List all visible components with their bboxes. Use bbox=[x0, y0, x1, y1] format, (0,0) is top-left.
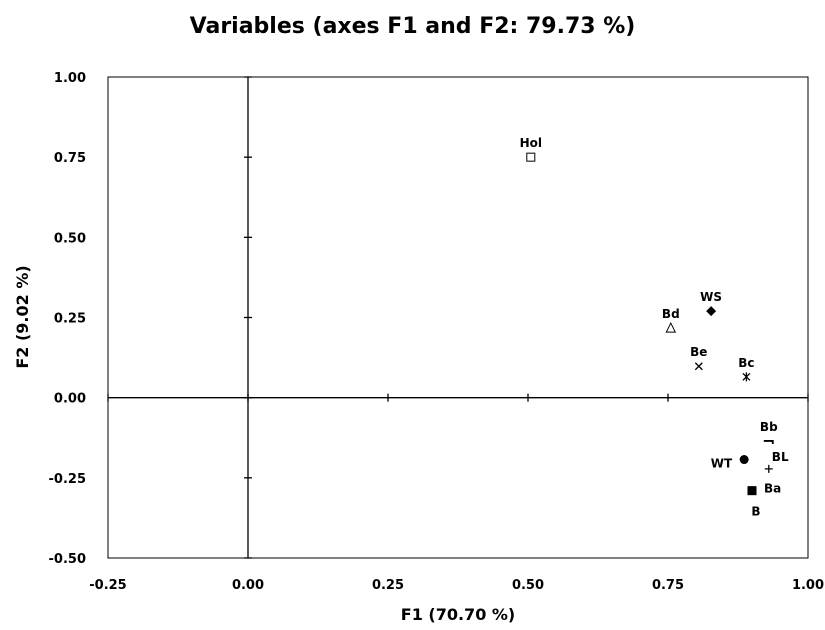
x-tick-label: 0.50 bbox=[512, 578, 544, 593]
x-tick-label: 0.00 bbox=[232, 578, 264, 593]
point-be-marker bbox=[694, 362, 703, 371]
y-axis-title: F2 (9.02 %) bbox=[13, 265, 32, 368]
point-be: Be bbox=[690, 345, 707, 371]
y-tick-label: -0.50 bbox=[49, 552, 86, 567]
y-tick-label: 0.25 bbox=[54, 312, 86, 327]
x-tick-label: 0.75 bbox=[652, 578, 684, 593]
x-tick-label: 0.25 bbox=[372, 578, 404, 593]
point-bd: Bd bbox=[662, 307, 680, 333]
point-label-wt: WT bbox=[711, 457, 733, 471]
y-tick-label: 1.00 bbox=[54, 71, 86, 86]
point-bb-marker bbox=[763, 440, 774, 444]
y-tick-label: -0.25 bbox=[49, 472, 86, 487]
point-hol-marker bbox=[526, 152, 536, 162]
y-tick-label: 0.00 bbox=[54, 392, 86, 407]
plot-area-border bbox=[107, 76, 809, 559]
point-bd-marker bbox=[665, 321, 677, 333]
x-tick-label: -0.25 bbox=[89, 578, 126, 593]
point-label-hol: Hol bbox=[520, 136, 542, 150]
axes bbox=[108, 77, 808, 558]
point-bc: Bc bbox=[738, 356, 755, 382]
point-ba-marker bbox=[747, 486, 757, 496]
point-label-bb: Bb bbox=[760, 420, 778, 434]
ticks: -0.25 0.00 0.25 0.50 0.75 1.00-0.50-0.250.000… bbox=[49, 71, 825, 593]
point-label-ws: WS bbox=[700, 290, 722, 304]
y-tick-label: 0.75 bbox=[54, 151, 86, 166]
point-ws: WS bbox=[700, 290, 722, 317]
point-label-b: B bbox=[751, 505, 760, 519]
points: Hol WS Bd Be Bc Bb BL WT Ba B bbox=[520, 136, 789, 518]
point-label-be: Be bbox=[690, 345, 707, 359]
point-ba: Ba bbox=[747, 482, 781, 496]
point-label-bd: Bd bbox=[662, 307, 680, 321]
y-tick-label: 0.50 bbox=[54, 231, 86, 246]
point-bl: BL bbox=[764, 450, 789, 473]
point-bc-marker bbox=[742, 372, 751, 382]
point-ws-marker bbox=[706, 306, 717, 317]
point-wt-marker bbox=[739, 455, 749, 465]
chart-title: Variables (axes F1 and F2: 79.73 %) bbox=[189, 14, 636, 39]
point-label-bl: BL bbox=[772, 450, 789, 464]
point-wt: WT bbox=[711, 455, 749, 471]
point-label-bc: Bc bbox=[738, 356, 754, 370]
x-tick-label: 1.00 bbox=[792, 578, 824, 593]
point-bb: Bb bbox=[760, 420, 778, 444]
point-bl-marker bbox=[764, 464, 773, 473]
x-axis-title: F1 (70.70 %) bbox=[401, 605, 515, 624]
point-b: B bbox=[751, 505, 760, 519]
point-hol: Hol bbox=[520, 136, 542, 162]
point-label-ba: Ba bbox=[764, 482, 781, 496]
